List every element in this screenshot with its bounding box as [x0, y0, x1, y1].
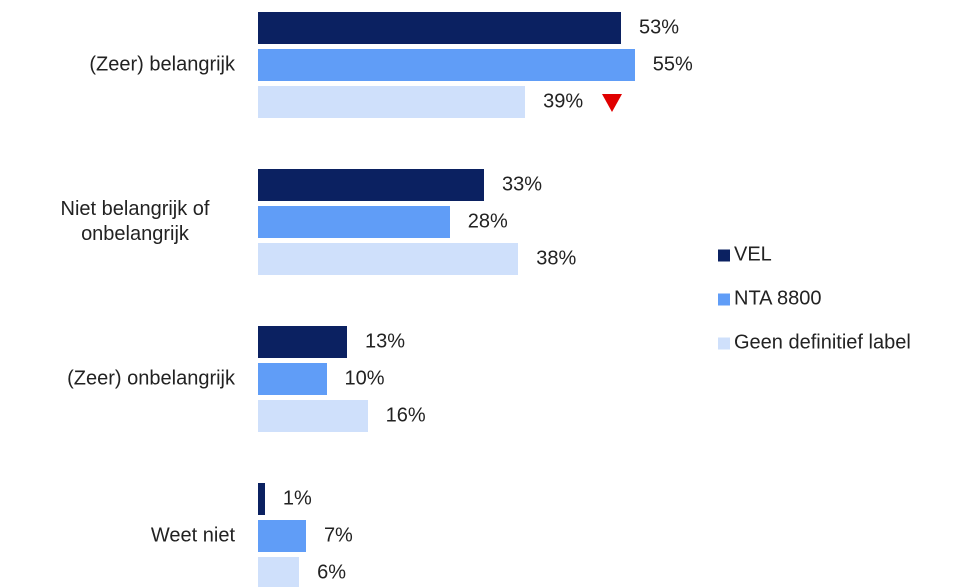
bar	[258, 326, 348, 358]
category-text: Niet belangrijk of onbelangrijk	[60, 198, 210, 245]
bar	[258, 86, 526, 118]
value-label: 28%	[467, 210, 508, 233]
legend-item: VEL	[718, 244, 772, 267]
bar	[258, 520, 306, 552]
bar	[258, 363, 327, 395]
category-label: Weet niet	[151, 524, 235, 549]
value-label: 16%	[385, 404, 426, 427]
bar	[258, 483, 265, 515]
bar	[258, 49, 635, 81]
value-label: 33%	[502, 173, 543, 196]
value-label: 38%	[536, 247, 577, 270]
bar	[258, 169, 485, 201]
value-label: 13%	[365, 330, 406, 353]
bar	[258, 557, 300, 587]
legend-item: NTA 8800	[718, 288, 821, 311]
legend-text: Geen definitief label	[734, 331, 911, 354]
legend-swatch	[718, 249, 730, 261]
value-label: 55%	[652, 53, 693, 76]
category-label: (Zeer) onbelangrijk	[67, 367, 235, 392]
bar	[258, 12, 622, 44]
bar	[258, 400, 368, 432]
bar	[258, 243, 519, 275]
legend-item: Geen definitief label	[718, 332, 911, 355]
value-label: 10%	[344, 367, 385, 390]
value-label: 6%	[317, 561, 346, 584]
significance-marker	[602, 94, 622, 112]
bar	[258, 206, 450, 238]
category-label: (Zeer) belangrijk	[89, 53, 235, 78]
value-label: 7%	[323, 524, 353, 547]
legend-swatch	[718, 337, 730, 349]
legend-text: VEL	[734, 243, 772, 266]
legend-text: NTA 8800	[734, 287, 822, 310]
category-label: Niet belangrijk of onbelangrijk	[35, 197, 235, 247]
value-label: 39%	[543, 90, 584, 113]
category-text: (Zeer) onbelangrijk	[67, 367, 235, 390]
value-label: 1%	[282, 487, 312, 510]
legend-swatch	[718, 293, 730, 305]
category-text: (Zeer) belangrijk	[89, 53, 235, 76]
value-label: 53%	[639, 16, 680, 39]
category-text: Weet niet	[150, 524, 235, 547]
